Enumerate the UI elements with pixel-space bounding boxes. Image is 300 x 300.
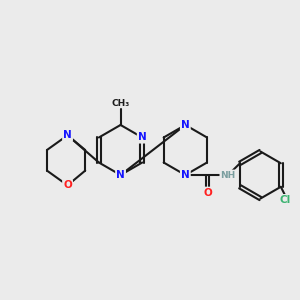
Text: N: N (138, 133, 147, 142)
Text: N: N (181, 120, 190, 130)
Text: NH: NH (220, 170, 236, 179)
Text: N: N (63, 130, 72, 140)
Text: O: O (63, 180, 72, 190)
Text: O: O (203, 188, 212, 198)
Text: Cl: Cl (280, 195, 291, 205)
Text: CH₃: CH₃ (111, 99, 130, 108)
Text: N: N (181, 170, 190, 180)
Text: N: N (116, 170, 125, 180)
